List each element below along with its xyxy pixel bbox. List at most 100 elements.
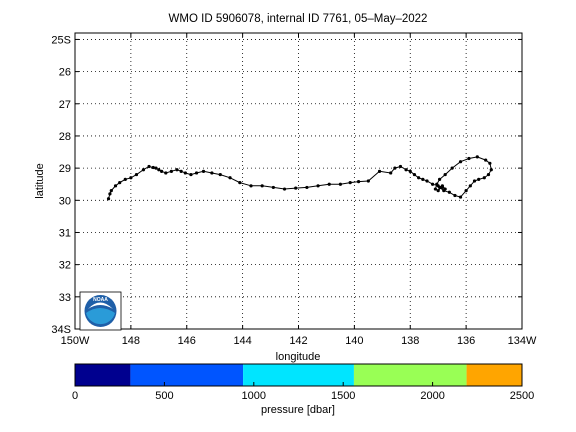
track-point — [238, 181, 242, 185]
track-point — [398, 164, 403, 169]
track-point — [194, 171, 199, 175]
colorbar-tick-label: 500 — [155, 390, 173, 402]
x-tick-labels: 150W 148 146 144 142 140 138 136 134W — [61, 335, 537, 347]
track-point — [458, 195, 463, 199]
y-tick-label: 29 — [59, 163, 71, 175]
plot-area — [74, 32, 523, 330]
x-tick-label: 146 — [178, 335, 196, 347]
track-point — [421, 177, 425, 181]
track-point — [123, 177, 127, 181]
track-point — [316, 184, 320, 188]
track-point — [482, 176, 486, 180]
track-point — [294, 186, 298, 190]
colorbar-band — [353, 364, 467, 386]
colorbar-band — [130, 364, 244, 386]
track-point — [106, 197, 111, 201]
track-point — [175, 168, 179, 172]
colorbar-band — [75, 364, 131, 386]
track-point — [157, 168, 161, 172]
track-point — [108, 192, 112, 196]
track-point — [189, 172, 193, 177]
track-point — [431, 182, 435, 186]
track-point — [271, 185, 275, 190]
logo-bird-icon — [88, 302, 113, 309]
track-point — [439, 185, 443, 190]
track-point — [147, 164, 151, 169]
track-point — [118, 181, 122, 185]
track-point — [417, 176, 421, 180]
track-point — [356, 180, 361, 184]
track-point — [201, 169, 206, 173]
track-point — [377, 169, 382, 173]
colorbar-tick-label: 2500 — [510, 390, 534, 402]
x-tick-label: 142 — [289, 335, 307, 347]
track-point — [464, 189, 468, 193]
track-point — [228, 176, 232, 180]
track-point — [160, 169, 164, 173]
track-point — [260, 184, 264, 188]
track-point — [489, 168, 493, 172]
y-tick-label: 28 — [59, 131, 71, 143]
colorbar-frame — [74, 363, 523, 387]
noaa-logo: NOAA — [79, 291, 122, 331]
colorbar-tick-label: 1000 — [242, 390, 266, 402]
track-point — [435, 182, 439, 186]
track-point — [366, 179, 370, 183]
axis-ticks — [74, 33, 523, 330]
track-point — [210, 171, 214, 175]
track-point — [458, 160, 463, 164]
x-tick-label: 138 — [401, 335, 419, 347]
track-point — [282, 187, 287, 191]
track-point — [169, 169, 173, 173]
x-tick-label: 144 — [233, 335, 251, 347]
track-point — [443, 172, 447, 177]
track-point — [305, 185, 309, 190]
track-point — [151, 165, 155, 170]
colorbar-band — [243, 364, 354, 386]
track-point — [412, 172, 417, 177]
track-point — [129, 176, 133, 180]
track-point — [467, 156, 471, 161]
colorbar-ticks: 0 500 1000 1500 2000 2500 — [72, 382, 534, 402]
track-point — [477, 177, 481, 181]
y-tick-label: 32 — [59, 260, 71, 272]
y-tick-label: 31 — [59, 227, 71, 239]
track-point — [183, 171, 187, 175]
y-tick-label: 27 — [59, 99, 71, 111]
colorbar-bands — [75, 364, 522, 386]
chart-title: WMO ID 5906078, internal ID 7761, 05–May… — [169, 13, 428, 25]
track-point — [389, 171, 393, 175]
track-point — [472, 179, 477, 183]
colorbar-label: pressure [dbar] — [261, 404, 335, 416]
y-tick-label: 30 — [59, 195, 71, 207]
x-tick-label: 136 — [457, 335, 475, 347]
track-point — [488, 161, 492, 165]
y-axis-label: latitude — [34, 163, 46, 198]
colorbar-tick-label: 2000 — [420, 390, 444, 402]
track-point — [109, 189, 113, 193]
track-point — [218, 172, 222, 177]
track-point — [249, 184, 253, 188]
track-point — [154, 166, 158, 170]
colorbar-tick-label: 0 — [72, 390, 78, 402]
y-tick-label: 34S — [51, 324, 71, 336]
track-point — [164, 171, 168, 175]
track-point — [453, 193, 457, 198]
grid — [75, 33, 522, 329]
track-point — [134, 172, 139, 177]
track-point — [393, 166, 397, 170]
track-point — [425, 179, 429, 183]
track-point — [327, 182, 331, 186]
track-point — [141, 168, 146, 172]
track-point — [179, 169, 183, 173]
track-point — [450, 166, 454, 170]
colorbar-tick-label: 1500 — [331, 390, 355, 402]
track-point — [486, 172, 491, 177]
track-point — [408, 169, 412, 173]
colorbar-band — [466, 364, 522, 386]
y-tick-label: 33 — [59, 292, 71, 304]
track-point — [484, 158, 488, 162]
float-track — [106, 155, 493, 201]
logo-text: NOAA — [93, 297, 108, 303]
